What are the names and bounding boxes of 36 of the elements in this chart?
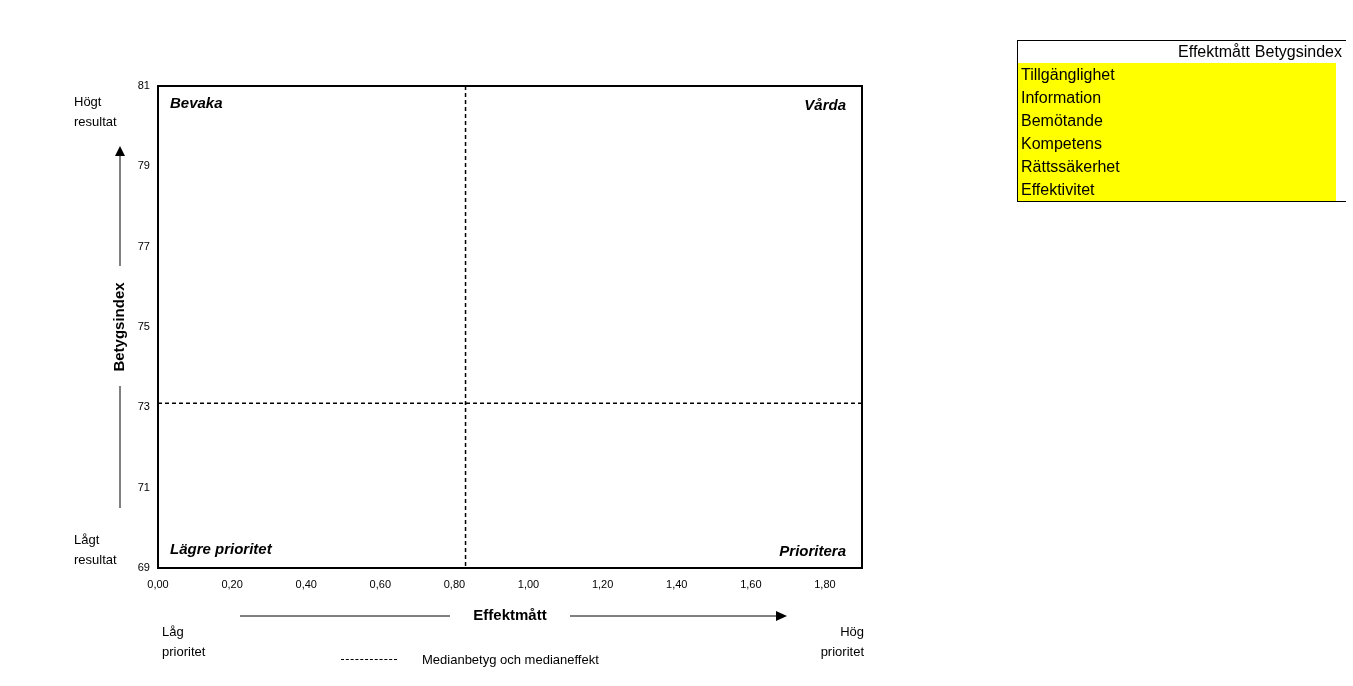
x-tick-label: 0,00 [147,577,169,590]
y-tick-label: 81 [137,79,150,92]
x-axis-title: Effektmått [473,606,547,624]
x-tick-label: 1,40 [666,577,688,590]
text: Låg prioritet [162,623,207,661]
x-tick-label: 0,80 [443,577,466,590]
x-tick-label: 0,20 [221,577,243,590]
y-tick-label: 77 [137,239,150,252]
annotation: Vårda [804,96,846,113]
y-tick-label: 71 [137,480,150,493]
category-label: Information [1020,88,1103,108]
category-label: Tillgänglighet [1020,65,1116,85]
y-tick-label: 73 [137,400,150,413]
y-tick-label: 69 [137,561,150,574]
x-tick-label: 1,20 [591,577,614,590]
y-tick-label: 75 [137,320,150,333]
y-axis-title: Betygsindex [110,281,128,372]
x-tick-label: 1,60 [740,577,762,590]
x-tick-label: 1,00 [517,577,540,590]
y-tick-label: 79 [137,159,150,172]
annotation: Lägre prioritet [170,540,273,557]
x-tick-label: 0,40 [295,577,317,590]
category-label: Bemötande [1020,111,1104,131]
category-label: Rättssäkerhet [1020,157,1121,177]
text: Lågt resultat [74,531,118,569]
text: Hög prioritet [819,623,864,661]
x-tick-label: 1,80 [814,577,836,590]
annotation: Prioritera [779,542,846,559]
text: Effektmått [1178,43,1250,60]
category-label: Kompetens [1020,134,1103,154]
legend-label: Medianbetyg och medianeffekt [422,652,599,667]
x-tick-label: 0,60 [369,577,392,590]
annotation: Bevaka [170,94,223,111]
text: Högt resultat [74,93,118,131]
text: Betygsindex [1254,43,1342,60]
category-label: Effektivitet [1020,180,1096,200]
